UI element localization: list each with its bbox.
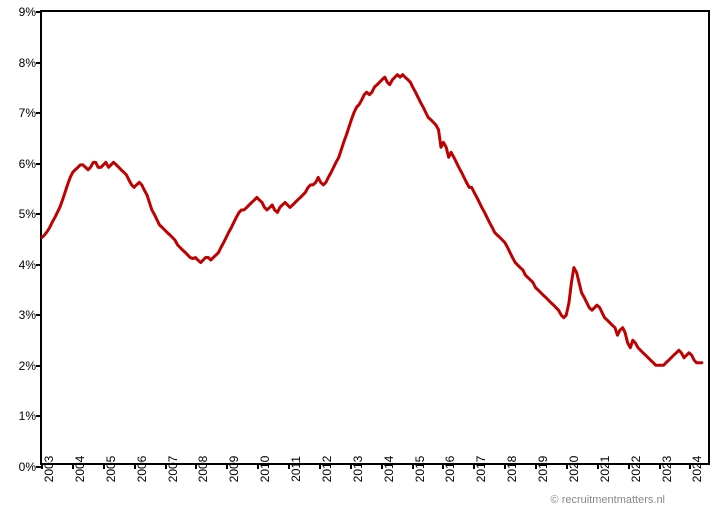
line-series (42, 12, 708, 463)
y-tick-label: 1% (19, 409, 36, 423)
y-tick-mark (36, 112, 42, 114)
x-tick-label: 2019 (536, 456, 550, 483)
y-tick-label: 7% (19, 106, 36, 120)
y-tick-label: 0% (19, 460, 36, 474)
x-tick-label: 2009 (227, 456, 241, 483)
x-tick-label: 2024 (690, 456, 704, 483)
x-tick-label: 2007 (166, 456, 180, 483)
y-tick-mark (36, 415, 42, 417)
y-tick-label: 4% (19, 258, 36, 272)
y-tick-label: 9% (19, 5, 36, 19)
chart-container: 0% 1% 2% 3% 4% 5% 6% 7% 8% 9% 2003 2004 2005 2006 2007… (0, 0, 725, 510)
x-tick-label: 2023 (660, 456, 674, 483)
y-tick-label: 2% (19, 359, 36, 373)
y-tick-label: 3% (19, 308, 36, 322)
x-tick-label: 2008 (196, 456, 210, 483)
x-tick-label: 2006 (135, 456, 149, 483)
x-tick-label: 2004 (73, 456, 87, 483)
y-tick-mark (36, 314, 42, 316)
y-tick-label: 8% (19, 56, 36, 70)
y-tick-label: 5% (19, 207, 36, 221)
x-tick-label: 2016 (443, 456, 457, 483)
x-tick-label: 2005 (104, 456, 118, 483)
y-tick-mark (36, 264, 42, 266)
attribution-text: © recruitmentmatters.nl (551, 494, 665, 506)
x-tick-label: 2003 (42, 456, 56, 483)
y-tick-label: 6% (19, 157, 36, 171)
y-tick-mark (36, 365, 42, 367)
y-tick-mark (36, 11, 42, 13)
y-tick-mark (36, 213, 42, 215)
x-tick-label: 2015 (413, 456, 427, 483)
x-tick-label: 2013 (351, 456, 365, 483)
x-tick-label: 2012 (320, 456, 334, 483)
x-tick-label: 2018 (505, 456, 519, 483)
y-tick-mark (36, 62, 42, 64)
x-tick-label: 2017 (474, 456, 488, 483)
x-tick-label: 2022 (629, 456, 643, 483)
x-tick-label: 2020 (567, 456, 581, 483)
y-tick-mark (36, 163, 42, 165)
plot-area: 0%1%2%3%4%5%6%7%8%9%20032004200520062007… (40, 10, 710, 465)
x-tick-label: 2011 (289, 456, 303, 482)
x-tick-label: 2021 (598, 456, 612, 483)
x-tick-label: 2014 (382, 456, 396, 483)
x-tick-label: 2010 (258, 456, 272, 483)
